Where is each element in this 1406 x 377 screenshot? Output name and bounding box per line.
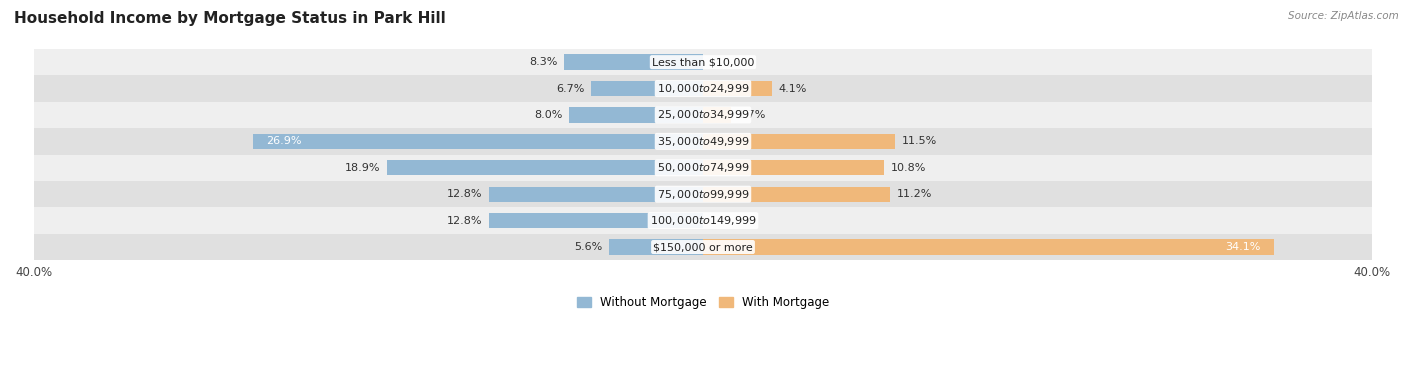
Bar <box>703 107 731 123</box>
Bar <box>34 207 1372 234</box>
Bar <box>703 187 890 202</box>
Text: 8.3%: 8.3% <box>529 57 557 67</box>
Text: 11.5%: 11.5% <box>903 136 938 146</box>
Bar <box>34 75 1372 102</box>
Bar <box>569 107 703 123</box>
Bar <box>489 187 703 202</box>
Text: $100,000 to $149,999: $100,000 to $149,999 <box>650 214 756 227</box>
Bar <box>591 81 703 96</box>
Bar <box>253 134 703 149</box>
Bar <box>703 239 1274 255</box>
Text: 12.8%: 12.8% <box>447 189 482 199</box>
Bar <box>703 160 884 175</box>
Bar <box>34 155 1372 181</box>
Text: $35,000 to $49,999: $35,000 to $49,999 <box>657 135 749 148</box>
Text: $150,000 or more: $150,000 or more <box>654 242 752 252</box>
Bar <box>34 128 1372 155</box>
Text: 5.6%: 5.6% <box>574 242 603 252</box>
Bar <box>34 234 1372 260</box>
Bar <box>703 81 772 96</box>
Text: 8.0%: 8.0% <box>534 110 562 120</box>
Text: 34.1%: 34.1% <box>1225 242 1260 252</box>
Bar <box>564 55 703 70</box>
Text: 18.9%: 18.9% <box>344 163 380 173</box>
Bar <box>34 102 1372 128</box>
Bar <box>34 49 1372 75</box>
Text: $50,000 to $74,999: $50,000 to $74,999 <box>657 161 749 174</box>
Legend: Without Mortgage, With Mortgage: Without Mortgage, With Mortgage <box>572 291 834 314</box>
Text: $75,000 to $99,999: $75,000 to $99,999 <box>657 188 749 201</box>
Text: Source: ZipAtlas.com: Source: ZipAtlas.com <box>1288 11 1399 21</box>
Bar <box>489 213 703 228</box>
Text: 11.2%: 11.2% <box>897 189 932 199</box>
Text: 12.8%: 12.8% <box>447 216 482 225</box>
Text: $25,000 to $34,999: $25,000 to $34,999 <box>657 109 749 121</box>
Text: 6.7%: 6.7% <box>555 84 583 93</box>
Text: 1.7%: 1.7% <box>738 110 766 120</box>
Bar <box>34 181 1372 207</box>
Text: $10,000 to $24,999: $10,000 to $24,999 <box>657 82 749 95</box>
Text: Household Income by Mortgage Status in Park Hill: Household Income by Mortgage Status in P… <box>14 11 446 26</box>
Text: 26.9%: 26.9% <box>266 136 302 146</box>
Bar <box>703 134 896 149</box>
Text: Less than $10,000: Less than $10,000 <box>652 57 754 67</box>
Bar <box>609 239 703 255</box>
Text: 4.1%: 4.1% <box>779 84 807 93</box>
Text: 10.8%: 10.8% <box>890 163 925 173</box>
Bar <box>387 160 703 175</box>
